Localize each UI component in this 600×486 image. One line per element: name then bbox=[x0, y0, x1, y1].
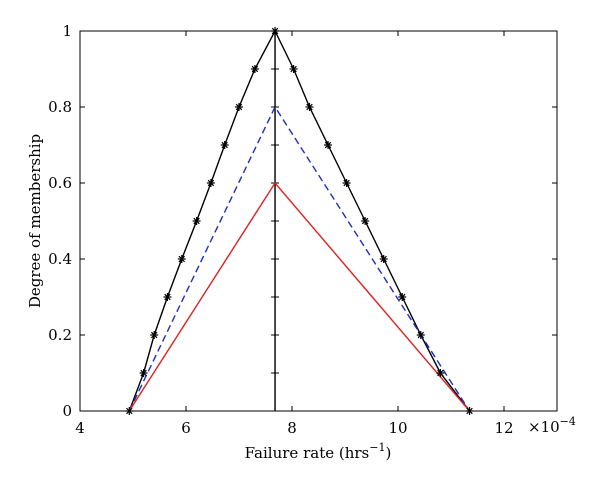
x-axis-label-end: ) bbox=[385, 444, 391, 462]
series-point bbox=[398, 293, 407, 301]
y-tick-label: 0.6 bbox=[48, 174, 72, 192]
x-tick-label: 4 bbox=[75, 419, 85, 437]
series-point bbox=[125, 407, 134, 415]
x-axis-label: Failure rate (hrs−1) bbox=[245, 441, 392, 462]
series-point bbox=[206, 179, 215, 187]
series-point bbox=[305, 103, 314, 111]
plot-area bbox=[79, 30, 558, 412]
axis-tick-labels: 4 6 8 10 12 0 0.2 0.4 0.6 0.8 1 bbox=[48, 22, 513, 437]
series-point bbox=[379, 255, 388, 263]
series-point bbox=[163, 293, 172, 301]
series-line-2 bbox=[128, 181, 471, 412]
series-point bbox=[177, 255, 186, 263]
series-line-1 bbox=[128, 105, 471, 412]
x-tick-label: 12 bbox=[494, 419, 513, 437]
axis-ticks bbox=[79, 30, 557, 412]
series-point bbox=[416, 331, 425, 339]
series-point bbox=[139, 369, 148, 377]
x-tick-label: 8 bbox=[287, 419, 297, 437]
y-tick-label: 0.8 bbox=[48, 98, 72, 116]
x-axis-label-sup: −1 bbox=[369, 441, 385, 454]
x-multiplier-base: ×10 bbox=[528, 418, 560, 436]
series-point bbox=[465, 407, 474, 415]
x-multiplier-exp: −4 bbox=[560, 415, 576, 428]
series-point bbox=[289, 65, 298, 73]
vertical-reference-line bbox=[271, 31, 280, 411]
series-point bbox=[235, 103, 243, 111]
x-axis-multiplier: ×10−4 bbox=[528, 415, 576, 436]
y-tick-label: 0.2 bbox=[48, 326, 72, 344]
x-axis-label-base: Failure rate (hrs bbox=[245, 444, 370, 462]
series-point bbox=[220, 141, 229, 149]
y-axis-label: Degree of membership bbox=[26, 134, 44, 308]
series-point bbox=[324, 141, 333, 149]
series-point bbox=[150, 331, 159, 339]
chart-series bbox=[125, 27, 474, 415]
series-point bbox=[192, 217, 201, 225]
x-tick-label: 6 bbox=[181, 419, 191, 437]
series-point bbox=[271, 27, 280, 35]
y-tick-label: 0.4 bbox=[48, 250, 72, 268]
series-point bbox=[361, 217, 370, 225]
x-tick-label: 10 bbox=[388, 419, 407, 437]
y-tick-label: 0 bbox=[62, 402, 72, 420]
series-point bbox=[250, 65, 259, 73]
series-point bbox=[436, 369, 445, 377]
series-point bbox=[342, 179, 351, 187]
y-tick-label: 1 bbox=[62, 22, 72, 40]
